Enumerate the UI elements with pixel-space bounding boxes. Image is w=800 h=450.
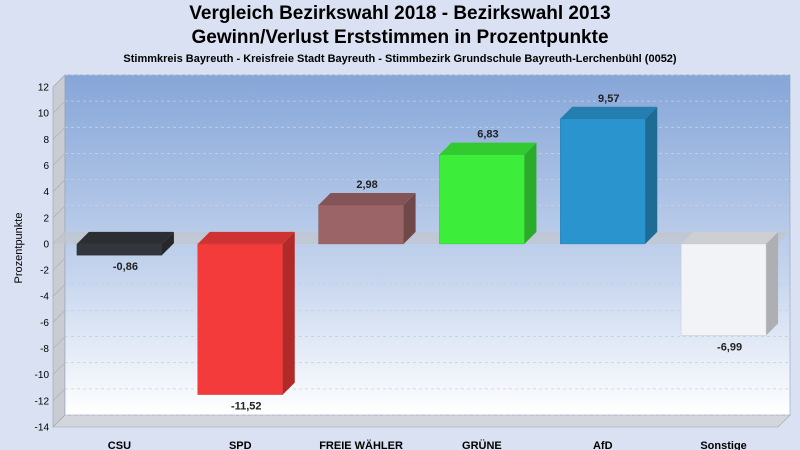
data-label: -6,99 (717, 341, 742, 353)
y-tick-label: 10 (38, 109, 50, 120)
plot-floor (52, 414, 791, 428)
grid-line-wall (52, 362, 66, 375)
y-tick-label: 4 (43, 187, 49, 198)
plot-background (64, 74, 791, 416)
data-label: 2,98 (356, 179, 377, 191)
y-tick-label: 2 (43, 213, 49, 224)
grid-line-wall (52, 205, 66, 218)
grid-line-wall (52, 284, 66, 297)
grid-line-wall (52, 179, 66, 192)
y-tick-label: -4 (40, 292, 49, 303)
x-tick-label: GRÜNE (462, 439, 502, 450)
bar-top (76, 231, 174, 244)
bar-top (197, 231, 295, 244)
grid-line-wall (52, 74, 66, 88)
grid-line-wall (52, 310, 66, 323)
bar-side (645, 106, 658, 244)
data-label: -0,86 (113, 261, 138, 273)
y-tick-label: -6 (40, 318, 49, 329)
y-tick-label: 6 (43, 161, 49, 172)
bar-top (560, 106, 658, 119)
x-tick-label: CSU (108, 440, 131, 450)
chart-title: Vergleich Bezirkswahl 2018 - Bezirkswahl… (189, 3, 611, 24)
bar-top (318, 192, 416, 205)
y-tick-label: 8 (43, 135, 49, 146)
x-tick-label: SPD (229, 440, 252, 450)
data-label: 9,57 (598, 93, 619, 105)
grid-line-wall (52, 100, 66, 114)
bar-side (403, 192, 416, 244)
y-tick-label: 12 (38, 83, 50, 94)
bar (76, 243, 163, 256)
y-tick-label: -2 (40, 266, 49, 277)
chart-subtitle: Gewinn/Verlust Erststimmen in Prozentpun… (191, 27, 609, 48)
bar (439, 154, 525, 245)
bar (680, 243, 767, 336)
y-tick-label: -10 (35, 370, 50, 381)
grid-line-wall (52, 388, 66, 402)
y-tick-label: -8 (40, 344, 49, 355)
bar (318, 204, 404, 245)
chart-subsubtitle: Stimmkreis Bayreuth - Kreisfreie Stadt B… (123, 53, 677, 65)
y-tick-label: 0 (43, 239, 49, 250)
grid-line-wall (52, 127, 66, 140)
bar-side (524, 142, 537, 244)
y-tick-label: -12 (35, 396, 50, 407)
bar-top (439, 142, 537, 155)
plot-left-wall (52, 74, 66, 428)
bar-side (282, 231, 295, 395)
y-axis-label: Prozentpunkte (13, 213, 25, 284)
bar (560, 118, 646, 245)
x-tick-label: Sonstige (700, 440, 746, 450)
x-tick-label: FREIE WÄHLER (319, 439, 403, 450)
grid-line-wall (52, 414, 66, 428)
y-tick-label: -14 (35, 423, 50, 434)
x-tick-label: AfD (593, 440, 613, 450)
bar-top (681, 231, 779, 244)
grid-line-wall (52, 153, 66, 166)
grid-line-wall (52, 257, 66, 271)
data-label: 6,83 (477, 129, 498, 141)
bar-side (766, 231, 779, 336)
data-label: -11,52 (231, 401, 262, 413)
bar (197, 243, 283, 395)
bar-side (161, 231, 174, 256)
grid-line-wall (52, 336, 66, 349)
